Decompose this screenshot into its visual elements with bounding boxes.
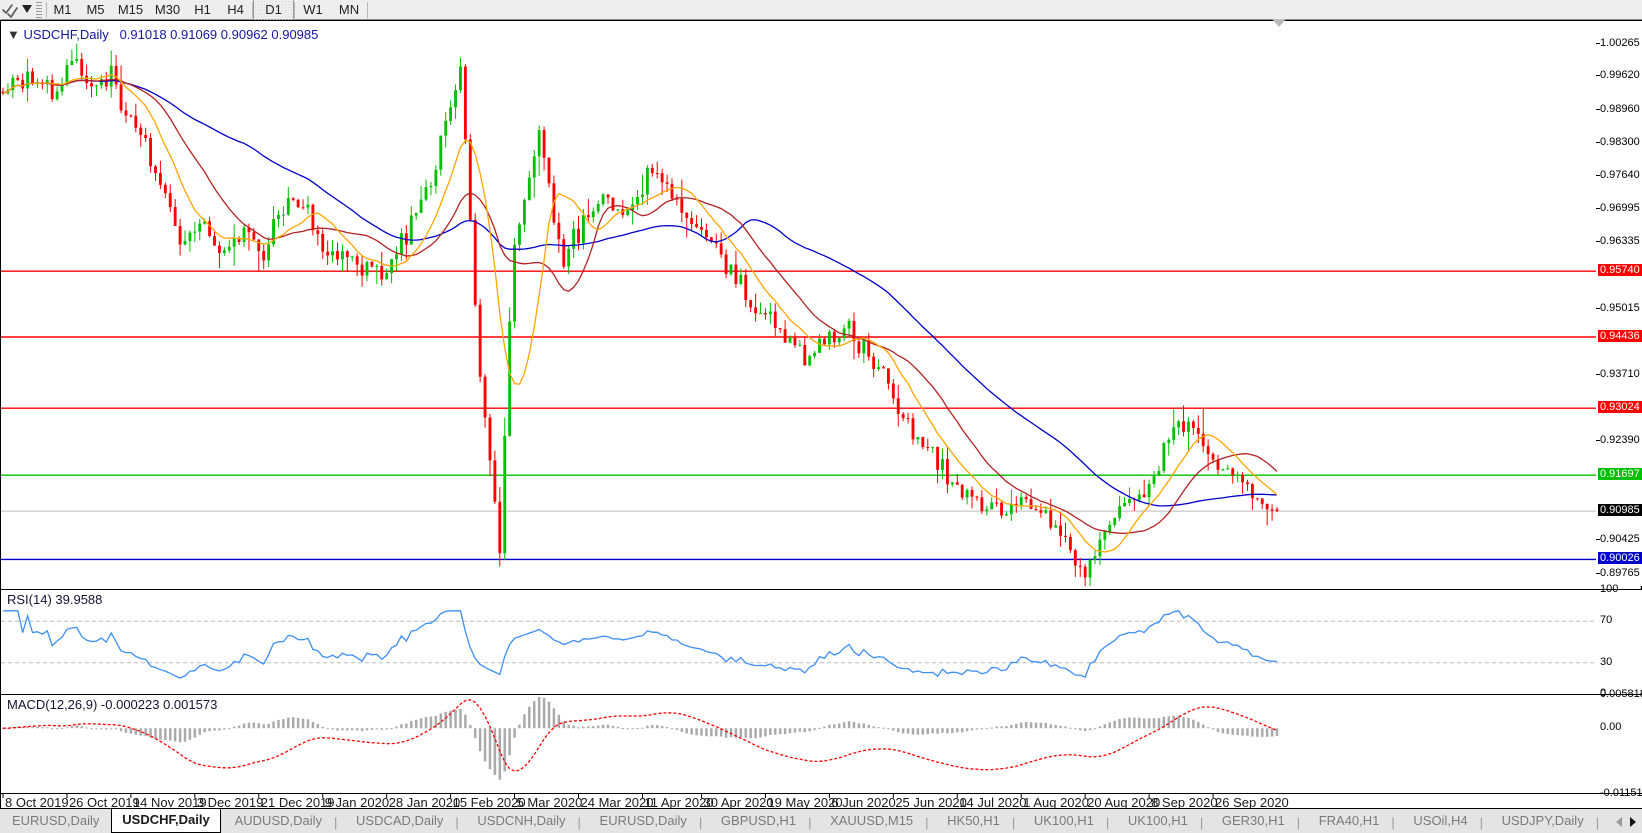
svg-text:1 Aug 2020: 1 Aug 2020 bbox=[1023, 795, 1089, 809]
svg-text:21 Dec 2019: 21 Dec 2019 bbox=[261, 795, 335, 809]
svg-text:26 Sep 2020: 26 Sep 2020 bbox=[1215, 795, 1289, 809]
svg-text:8 Sep 2020: 8 Sep 2020 bbox=[1151, 795, 1218, 809]
svg-text:5 Mar 2020: 5 Mar 2020 bbox=[517, 795, 583, 809]
svg-text:14 Jul 2020: 14 Jul 2020 bbox=[959, 795, 1026, 809]
svg-text:28 Jan 2020: 28 Jan 2020 bbox=[389, 795, 461, 809]
svg-text:26 Oct 2019: 26 Oct 2019 bbox=[69, 795, 140, 809]
svg-text:3 Dec 2019: 3 Dec 2019 bbox=[197, 795, 263, 809]
svg-text:25 Jun 2020: 25 Jun 2020 bbox=[895, 795, 967, 809]
svg-text:6 Jun 2020: 6 Jun 2020 bbox=[831, 795, 895, 809]
svg-text:9 Jan 2020: 9 Jan 2020 bbox=[325, 795, 389, 809]
svg-text:14 Nov 2019: 14 Nov 2019 bbox=[133, 795, 207, 809]
svg-text:8 Oct 2019: 8 Oct 2019 bbox=[5, 795, 69, 809]
svg-text:30 Apr 2020: 30 Apr 2020 bbox=[703, 795, 773, 809]
